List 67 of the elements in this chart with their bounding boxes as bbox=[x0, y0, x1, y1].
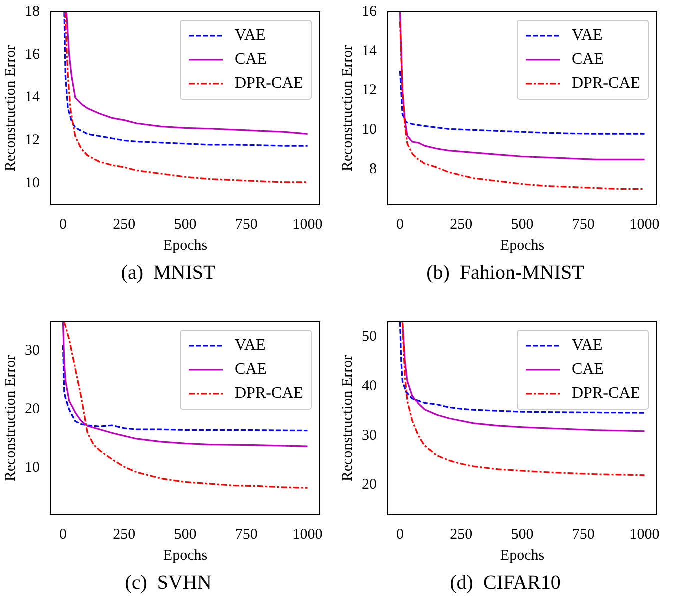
legend-label: VAE bbox=[235, 336, 266, 356]
x-tick-label: 1000 bbox=[292, 526, 323, 543]
legend-label: VAE bbox=[235, 26, 266, 46]
x-axis-title: Epochs bbox=[500, 238, 545, 254]
x-tick-label: 500 bbox=[174, 216, 197, 233]
y-tick-label: 8 bbox=[370, 161, 377, 178]
text: (b) Fahion-MNIST bbox=[426, 262, 586, 285]
legend-label: CAE bbox=[572, 50, 604, 70]
text: (a) MNIST bbox=[120, 262, 217, 285]
x-tick-label: 500 bbox=[511, 216, 534, 233]
y-tick-label: 10 bbox=[25, 175, 40, 192]
x-tick-label: 1000 bbox=[630, 526, 660, 543]
y-tick-label: 14 bbox=[362, 43, 378, 60]
y-tick-label: 12 bbox=[25, 132, 40, 149]
x-tick-label: 1000 bbox=[630, 216, 660, 233]
legend-label: CAE bbox=[235, 50, 267, 70]
y-tick-label: 20 bbox=[362, 477, 377, 494]
x-axis-title: Epochs bbox=[163, 238, 208, 254]
y-tick-label: 14 bbox=[25, 90, 40, 106]
line-series bbox=[399, 21, 646, 190]
line-series bbox=[402, 322, 646, 476]
legend-label: VAE bbox=[572, 336, 603, 356]
y-tick-label: 30 bbox=[25, 343, 40, 360]
x-tick-label: 0 bbox=[59, 216, 67, 233]
y-tick-label: 18 bbox=[25, 4, 40, 20]
x-tick-label: 250 bbox=[113, 216, 136, 233]
x-tick-label: 750 bbox=[235, 216, 258, 233]
legend-label: DPR-CAE bbox=[572, 384, 640, 404]
y-tick-label: 16 bbox=[25, 46, 40, 63]
x-axis-title: Epochs bbox=[163, 548, 208, 564]
x-tick-label: 1000 bbox=[292, 216, 323, 233]
x-tick-label: 750 bbox=[572, 526, 595, 543]
x-tick-label: 750 bbox=[572, 216, 595, 233]
x-tick-label: 250 bbox=[113, 526, 136, 543]
text: (c) SVHN bbox=[124, 572, 213, 595]
line-series bbox=[399, 322, 646, 414]
x-tick-label: 750 bbox=[235, 526, 258, 543]
y-tick-label: 30 bbox=[362, 428, 377, 444]
x-tick-label: 250 bbox=[450, 526, 473, 543]
y-tick-label: 50 bbox=[362, 328, 377, 345]
y-tick-label: 12 bbox=[362, 82, 377, 99]
legend-label: CAE bbox=[235, 360, 267, 380]
y-tick-label: 10 bbox=[362, 122, 377, 138]
line-series bbox=[399, 70, 646, 135]
line-series bbox=[64, 322, 309, 489]
x-tick-label: 0 bbox=[396, 526, 404, 543]
x-axis-title: Epochs bbox=[500, 548, 545, 564]
y-tick-label: 40 bbox=[362, 378, 377, 394]
line-series bbox=[64, 12, 309, 184]
legend-label: DPR-CAE bbox=[572, 74, 640, 94]
y-tick-label: 20 bbox=[25, 402, 40, 418]
legend-label: DPR-CAE bbox=[235, 74, 304, 94]
y-tick-label: 16 bbox=[362, 4, 378, 20]
text: (d) CIFAR10 bbox=[449, 572, 562, 595]
y-axis-title: Reconstruction Error bbox=[2, 355, 19, 482]
legend-label: CAE bbox=[572, 360, 604, 380]
x-tick-label: 500 bbox=[174, 526, 197, 543]
x-tick-label: 0 bbox=[59, 526, 67, 543]
y-axis-title: Reconstruction Error bbox=[340, 45, 356, 172]
y-tick-label: 10 bbox=[25, 460, 40, 476]
legend-label: VAE bbox=[572, 26, 603, 46]
x-tick-label: 250 bbox=[450, 216, 473, 233]
legend-label: DPR-CAE bbox=[235, 384, 304, 404]
x-tick-label: 0 bbox=[396, 216, 404, 233]
y-axis-title: Reconstruction Error bbox=[2, 45, 19, 172]
y-axis-title: Reconstruction Error bbox=[340, 355, 356, 482]
x-tick-label: 500 bbox=[511, 526, 534, 543]
